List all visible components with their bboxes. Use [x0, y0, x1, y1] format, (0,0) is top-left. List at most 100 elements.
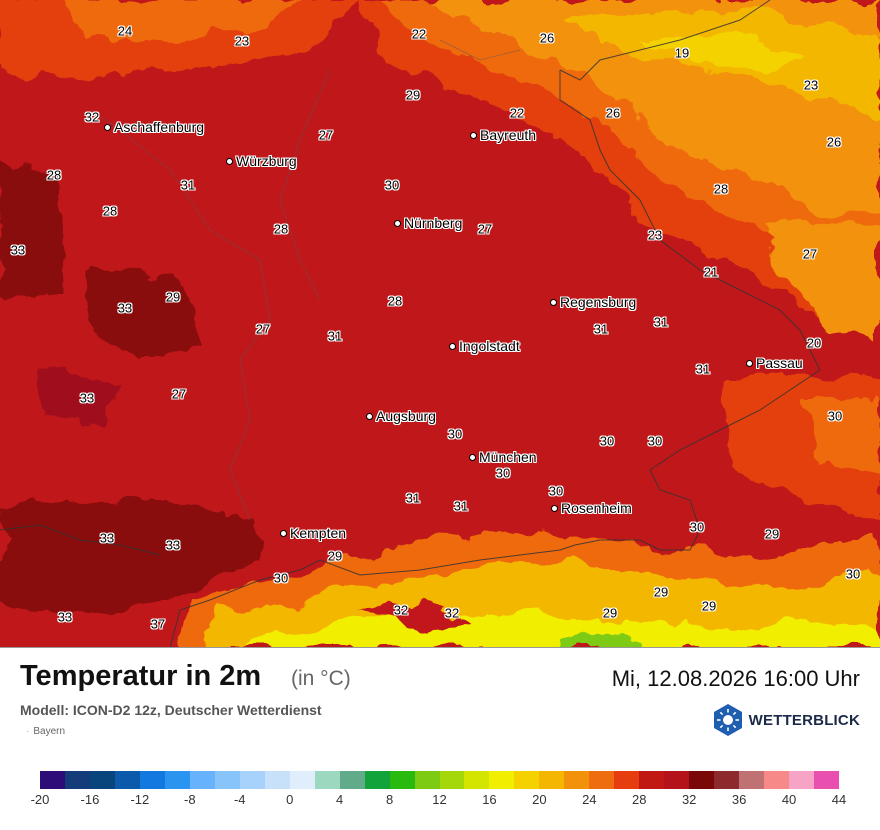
temperature-value: 27 [255, 321, 271, 337]
city-label: Bayreuth [480, 127, 537, 143]
temperature-value: 33 [10, 242, 26, 258]
temperature-value: 30 [548, 483, 564, 499]
temperature-value: 31 [453, 498, 469, 514]
city-dot-icon [550, 298, 557, 306]
forecast-datetime: Mi, 12.08.2026 16:00 Uhr [611, 666, 860, 691]
color-scale-tick: 28 [632, 792, 647, 807]
temperature-value: 32 [444, 605, 460, 621]
color-scale-tick: 0 [286, 792, 294, 807]
city-marker[interactable]: Passau [746, 355, 803, 371]
color-scale-tick: -20 [30, 792, 50, 807]
temperature-value: 28 [102, 203, 118, 219]
temperature-value: 33 [79, 390, 95, 406]
city-dot-icon [280, 529, 287, 537]
city-dot-icon [104, 123, 111, 131]
temperature-value: 33 [165, 537, 181, 553]
temperature-value: 28 [46, 167, 62, 183]
color-scale [40, 771, 839, 789]
city-marker[interactable]: Ingolstadt [449, 338, 520, 354]
temperature-value: 19 [674, 45, 690, 61]
color-scale-tick: 32 [681, 792, 697, 807]
color-scale-tick: -8 [184, 792, 196, 807]
color-scale-tick: 40 [781, 792, 797, 807]
temperature-value: 31 [593, 321, 609, 337]
city-marker[interactable]: Augsburg [366, 408, 436, 424]
temperature-value: 30 [827, 408, 843, 424]
color-scale-swatch [139, 771, 165, 789]
city-label: Passau [756, 355, 803, 371]
temperature-value: 23 [803, 77, 819, 93]
temperature-value: 29 [701, 598, 717, 614]
model-source: Modell: ICON-D2 12z, Deutscher Wetterdie… [20, 702, 322, 718]
map-canvas [0, 0, 880, 647]
temperature-value: 30 [689, 519, 705, 535]
temperature-value: 37 [150, 616, 166, 632]
color-scale-tick: 24 [582, 792, 597, 807]
city-marker[interactable]: Bayreuth [470, 127, 536, 143]
temperature-value: 31 [180, 177, 196, 193]
color-scale-swatch [464, 771, 490, 789]
color-scale-tick: -12 [130, 792, 150, 807]
color-scale-swatch [114, 771, 140, 789]
temperature-value: 30 [845, 566, 861, 582]
temperature-value: 26 [539, 30, 555, 46]
color-scale-swatch [639, 771, 665, 789]
color-scale-swatch [40, 771, 65, 789]
color-scale-swatch [439, 771, 465, 789]
city-marker[interactable]: Rosenheim [551, 500, 632, 516]
color-scale-swatch [414, 771, 440, 789]
city-label: München [479, 449, 537, 465]
city-marker[interactable]: Kempten [280, 525, 346, 541]
city-marker[interactable]: München [469, 449, 537, 465]
color-scale-tick: 8 [385, 792, 394, 807]
temperature-value: 33 [57, 609, 73, 625]
temperature-value: 31 [405, 490, 421, 506]
city-label: Kempten [290, 525, 347, 541]
temperature-value: 29 [602, 605, 618, 621]
brand-logo[interactable]: WETTERBLICK [711, 703, 860, 737]
color-scale-swatch [214, 771, 240, 789]
color-scale-tick: 36 [731, 792, 747, 807]
city-marker[interactable]: Aschaffenburg [104, 119, 204, 135]
city-dot-icon [746, 359, 753, 367]
city-marker[interactable]: Regensburg [550, 294, 636, 310]
color-scale-swatch [164, 771, 190, 789]
temperature-map[interactable]: 24 23 22 26 19 23 32 29 22 26 26 27 28 31 30 28 28 28 27 23… [0, 0, 880, 648]
city-label: Ingolstadt [459, 338, 520, 354]
temperature-value: 30 [599, 433, 615, 449]
color-scale-swatch [264, 771, 290, 789]
color-scale-swatch [589, 771, 615, 789]
sun-hexagon-icon [713, 704, 742, 736]
temperature-value: 29 [165, 289, 181, 305]
color-scale-tick: 44 [831, 792, 847, 807]
city-dot-icon [226, 157, 233, 165]
temperature-value: 29 [327, 548, 343, 564]
temperature-value: 29 [405, 87, 421, 103]
temperature-value: 29 [653, 584, 669, 600]
city-dot-icon [470, 131, 477, 139]
temperature-value: 33 [99, 530, 115, 546]
country-border [0, 0, 821, 647]
color-scale-swatch [714, 771, 740, 789]
color-scale-swatch [814, 771, 839, 789]
city-marker[interactable]: Würzburg [226, 153, 297, 169]
city-dot-icon [469, 453, 476, 461]
temperature-value: 26 [605, 105, 621, 121]
color-scale-swatch [314, 771, 340, 789]
color-scale-tick: -16 [80, 792, 100, 807]
city-marker[interactable]: Nürnberg [394, 215, 462, 231]
temperature-value: 32 [84, 109, 100, 125]
color-scale-tick: 12 [432, 792, 447, 807]
color-scale-swatch [564, 771, 590, 789]
temperature-value: 27 [318, 127, 334, 143]
color-scale-tick: -4 [233, 792, 246, 807]
temperature-value: 27 [477, 221, 493, 237]
color-scale-swatch [489, 771, 515, 789]
region-label[interactable]: Bayern [26, 726, 65, 737]
unit-label: (in °C) [291, 667, 351, 690]
state-border [89, 39, 521, 521]
color-scale-swatch [614, 771, 640, 789]
temperature-value: 31 [327, 328, 343, 344]
temperature-value: 31 [653, 314, 669, 330]
color-scale-swatch [239, 771, 265, 789]
